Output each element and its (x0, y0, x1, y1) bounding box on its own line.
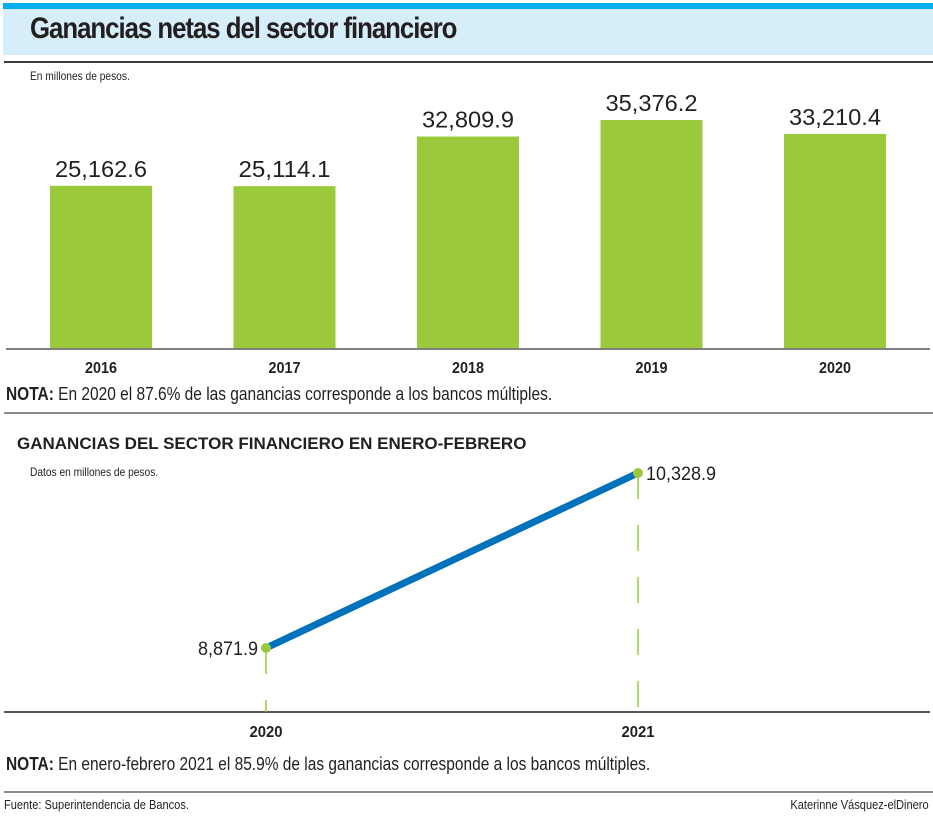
bar-value-label: 32,809.9 (422, 107, 514, 133)
bar-2016 (50, 185, 152, 348)
x-tick-label: 2017 (269, 360, 301, 377)
bar-nota-text: En 2020 el 87.6% de las ganancias corres… (53, 384, 553, 404)
x-tick-label: 2019 (636, 360, 668, 377)
data-value-label: 8,871.9 (198, 639, 258, 660)
line-chart-title: GANANCIAS DEL SECTOR FINANCIERO EN ENERO… (17, 434, 527, 453)
header-accent-band (3, 3, 933, 9)
data-value-label: 10,328.9 (646, 464, 716, 485)
bar-2018 (417, 136, 519, 348)
x-tick-label: 2016 (85, 360, 117, 377)
series-line (264, 469, 640, 652)
bar-unit-note: En millones de pesos. (30, 69, 130, 83)
bar-chart: 25,162.6 2016 25,114.1 2017 32,809.9 2018 35,3… (6, 90, 930, 377)
bar-value-label: 33,210.4 (789, 104, 881, 130)
line-unit-note: Datos en millones de pesos. (30, 465, 159, 479)
header-divider (4, 61, 933, 63)
bar-2017 (233, 186, 336, 348)
line-nota-text: En enero-febrero 2021 el 85.9% de las ga… (53, 754, 651, 774)
credit-note: Katerinne Vásquez-elDinero (790, 797, 929, 812)
bar-value-label: 25,114.1 (239, 156, 331, 182)
line-nota: NOTA: En enero-febrero 2021 el 85.9% de … (6, 754, 650, 775)
data-point-2021 (633, 468, 643, 478)
page-title: Ganancias netas del sector financiero (30, 12, 457, 45)
bar-nota-label: NOTA: (6, 384, 54, 404)
footer-divider (4, 791, 933, 793)
line-chart: 8,871.9 2020 10,328.9 2021 (4, 464, 930, 740)
header-panel (3, 9, 933, 55)
bar-nota: NOTA: En 2020 el 87.6% de las ganancias … (6, 384, 552, 405)
x-tick-label: 2020 (819, 360, 851, 377)
bar-value-label: 25,162.6 (55, 156, 147, 182)
line-nota-label: NOTA: (6, 754, 54, 774)
source-note: Fuente: Superintendencia de Bancos. (4, 797, 189, 812)
x-tick-label: 2021 (622, 724, 655, 740)
bar-2020 (784, 133, 886, 348)
section-divider (4, 412, 933, 414)
data-point-2020 (261, 643, 271, 653)
x-tick-label: 2020 (250, 724, 283, 740)
bar-2019 (600, 120, 703, 348)
x-tick-label: 2018 (452, 360, 484, 377)
bar-value-label: 35,376.2 (606, 90, 698, 116)
